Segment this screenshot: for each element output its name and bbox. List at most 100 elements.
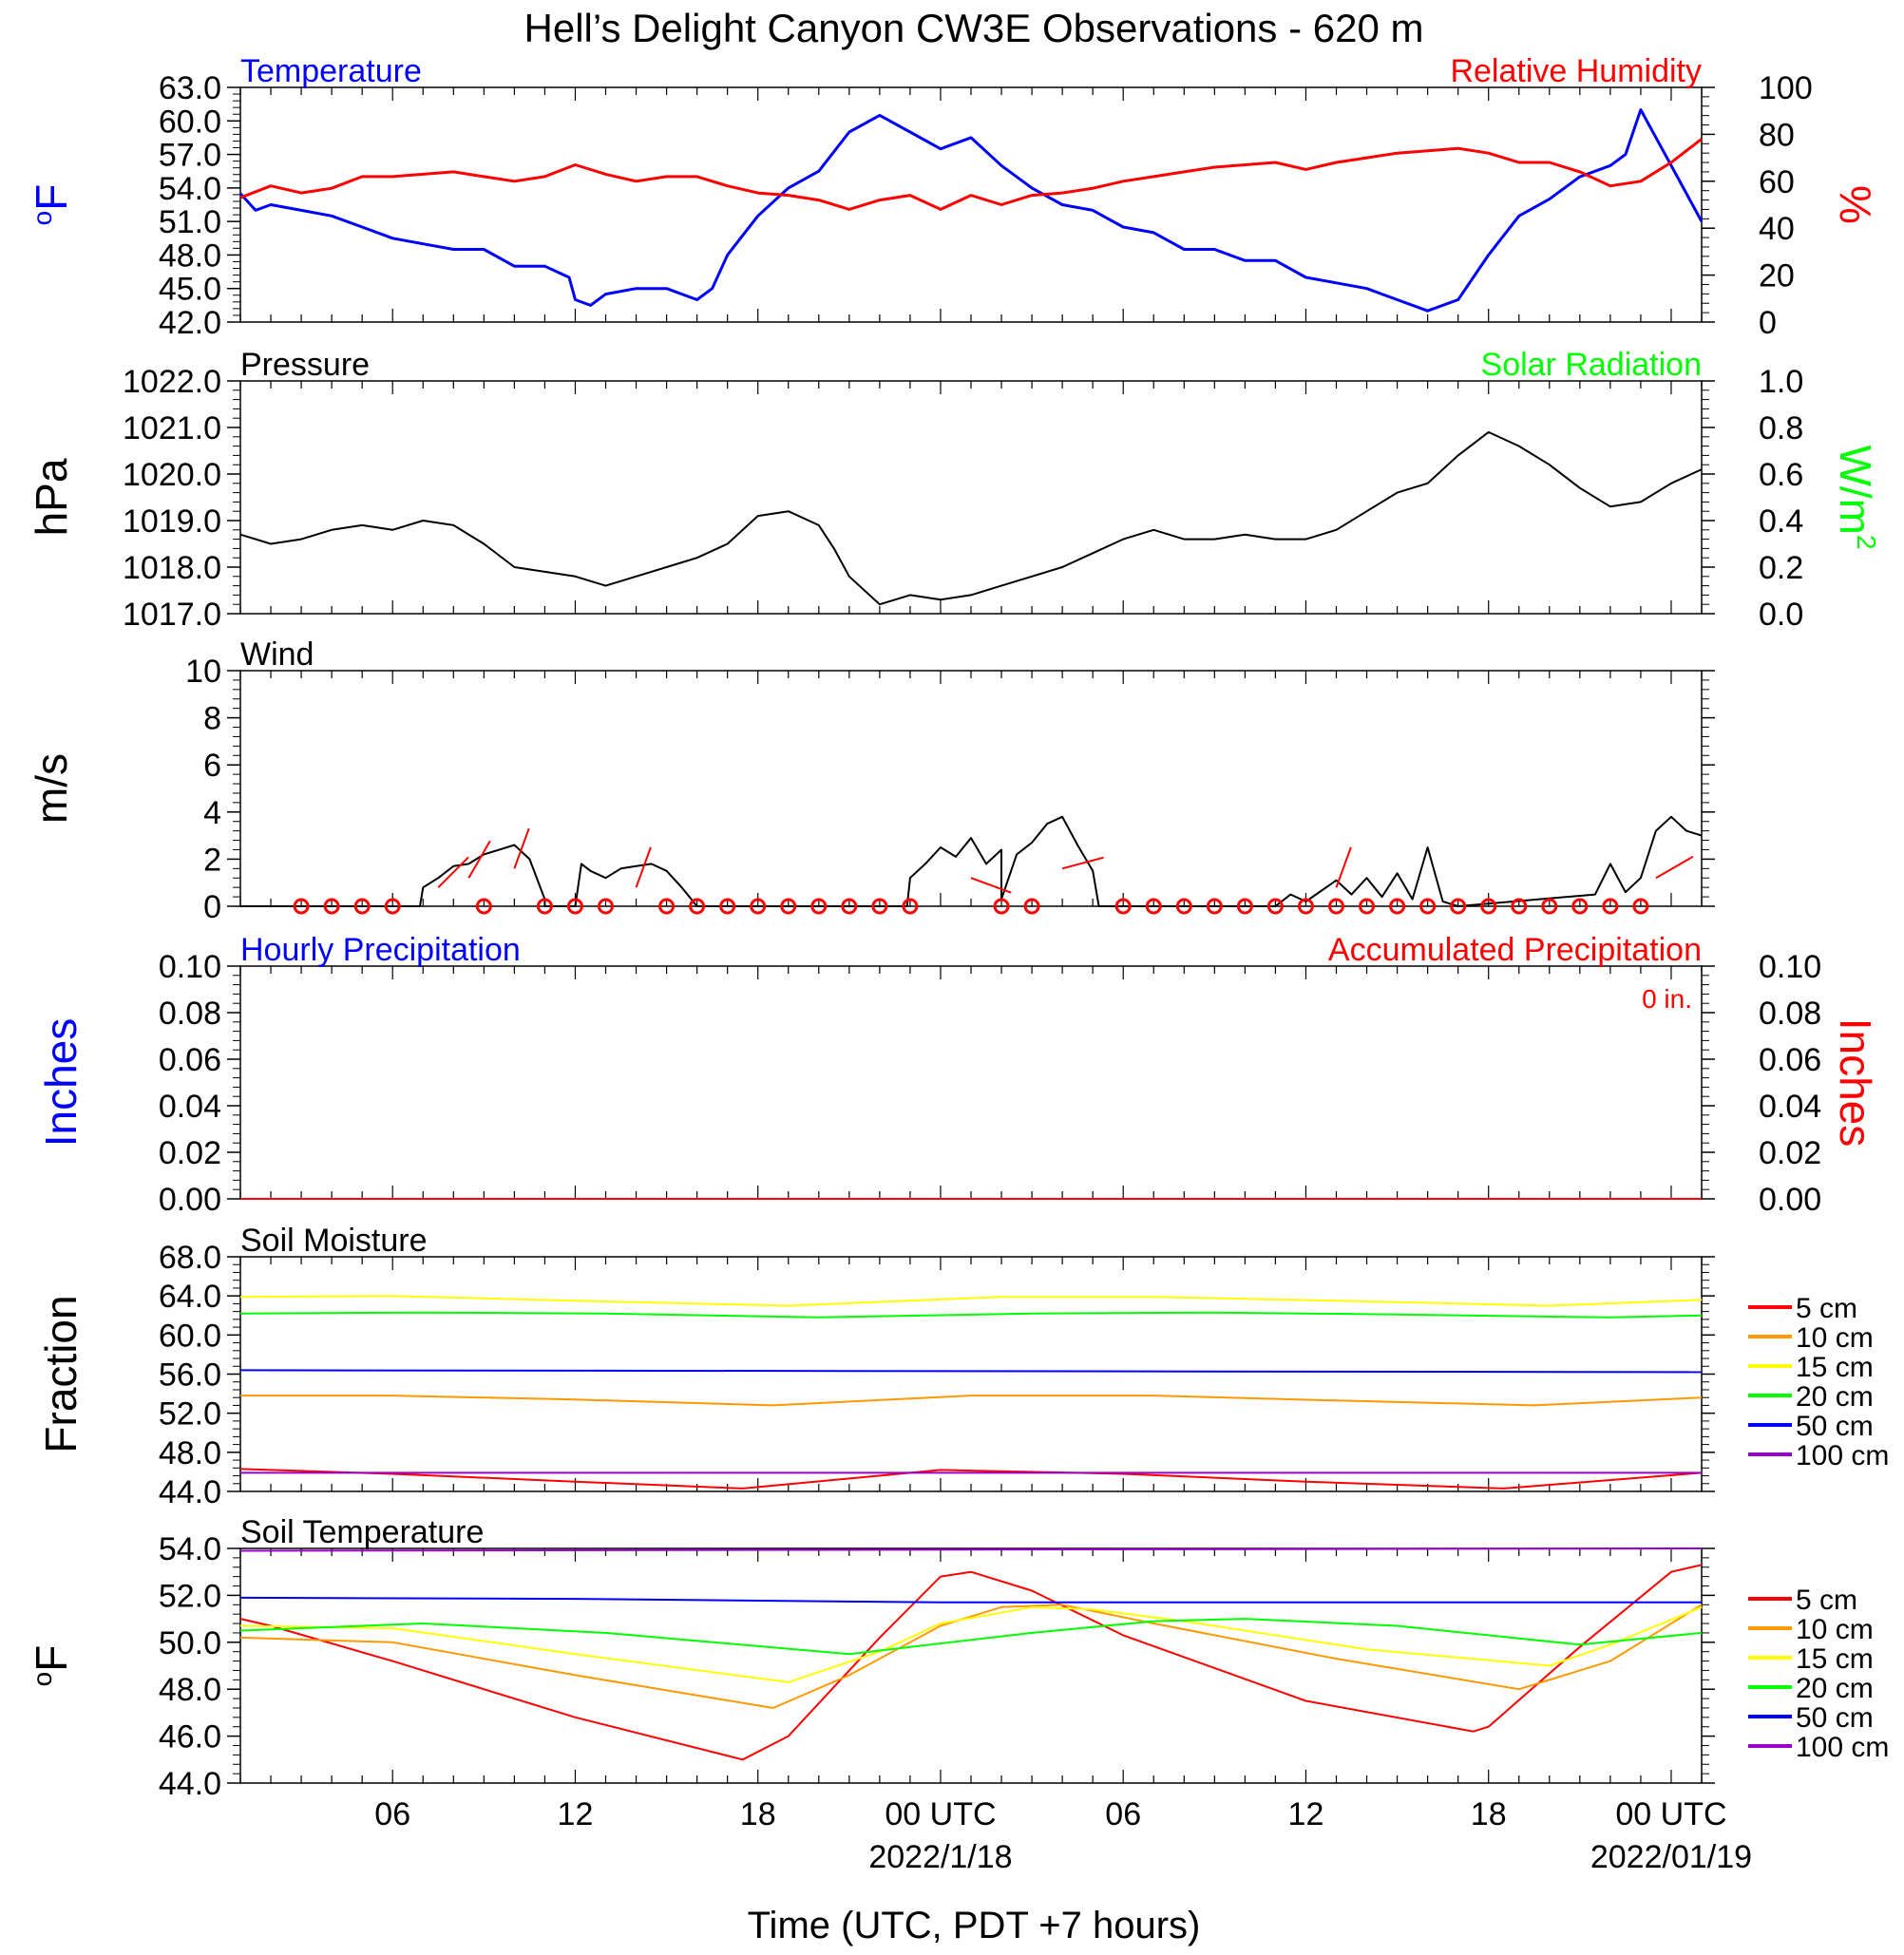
y-tick-label-left: 8 bbox=[203, 701, 221, 737]
calm-wind-marker bbox=[841, 898, 858, 915]
plot-frame bbox=[239, 965, 1703, 1200]
y-tick-label-right: 60 bbox=[1759, 164, 1795, 200]
y-tick-label-left: 50.0 bbox=[159, 1625, 221, 1661]
panel-soil_moisture: 68.064.060.056.052.048.044.0 Soil Moistur… bbox=[36, 1223, 1889, 1510]
y-tick-label-left: 0 bbox=[203, 889, 221, 925]
y-tick-label-right: 0.0 bbox=[1759, 597, 1803, 633]
y-tick-label-left: 54.0 bbox=[159, 1531, 221, 1567]
y-tick-label-right: 0.8 bbox=[1759, 410, 1803, 446]
wind-barb bbox=[1335, 846, 1352, 888]
panel-temperature_rh: 63.060.057.054.051.048.045.042.0 100 80 60 4… bbox=[27, 53, 1880, 341]
y-tick-label-left: 1021.0 bbox=[123, 410, 221, 446]
calm-wind-marker bbox=[1145, 898, 1162, 915]
y-tick-label-right: 0.00 bbox=[1759, 1182, 1821, 1218]
wind-barb bbox=[1061, 856, 1104, 870]
y-tick-label-left: 54.0 bbox=[159, 171, 221, 207]
y-tick-label-left: 63.0 bbox=[159, 70, 221, 106]
panel-title-left: Soil Moisture bbox=[240, 1223, 428, 1259]
series-line-5-cm bbox=[239, 1564, 1703, 1761]
y-tick-label-left: 68.0 bbox=[159, 1240, 221, 1276]
plot-frame bbox=[239, 86, 1703, 323]
wind-barb bbox=[437, 856, 469, 888]
y-axis-title-right: W/m2 bbox=[1831, 445, 1881, 549]
calm-wind-marker bbox=[689, 898, 706, 915]
legend-label: 20 cm bbox=[1796, 1673, 1874, 1704]
panel-title-left: Wind bbox=[240, 636, 314, 673]
x-tick-label: 00 UTC bbox=[885, 1796, 996, 1832]
panel-title-right: Solar Radiation bbox=[1481, 347, 1702, 383]
calm-wind-marker bbox=[1206, 898, 1223, 915]
degree-symbol: o bbox=[28, 1672, 57, 1687]
legend-label: 10 cm bbox=[1796, 1614, 1874, 1645]
y-tick-label-right: 0.06 bbox=[1759, 1042, 1821, 1078]
y-axis-title-left: Fraction bbox=[36, 1295, 86, 1452]
y-tick-label-right: 0.6 bbox=[1759, 457, 1803, 493]
panel-title-right: Accumulated Precipitation bbox=[1328, 932, 1702, 968]
y-tick-label-left: 64.0 bbox=[159, 1279, 221, 1315]
calm-wind-marker bbox=[1480, 898, 1497, 915]
x-tick-label: 00 UTC bbox=[1615, 1796, 1726, 1832]
calm-wind-marker bbox=[902, 898, 919, 915]
series-line-10-cm bbox=[240, 1395, 1703, 1407]
y-tick-label-left: 4 bbox=[203, 795, 221, 831]
time-axis: 06 12 18 00 UTC 06 12 18 00 UTC 2022/1/18 2022/01… bbox=[374, 1796, 1752, 1875]
calm-wind-marker bbox=[750, 898, 767, 915]
y-tick-label-right: 100 bbox=[1759, 70, 1813, 106]
series-line-15-cm bbox=[239, 1295, 1703, 1307]
y-tick-label-right: 0.10 bbox=[1759, 949, 1821, 985]
series-line-relative-humidity bbox=[239, 138, 1703, 211]
y-axis-title-left: Inches bbox=[36, 1018, 86, 1148]
panel-wind: 10 8 6 4 2 0 Wind m/s bbox=[27, 636, 1715, 925]
y-tick-label-left: 60.0 bbox=[159, 104, 221, 140]
plot-frame bbox=[239, 670, 1703, 907]
accumulated-total-label: 0 in. bbox=[1642, 984, 1692, 1014]
calm-wind-marker bbox=[1359, 898, 1376, 915]
y-tick-label-left: 60.0 bbox=[159, 1318, 221, 1354]
panel-pressure_solar: 1022.0 1021.0 1020.0 1019.0 1018.0 1017.0 1.0 0… bbox=[27, 347, 1881, 633]
y-tick-label-left: 6 bbox=[203, 748, 221, 784]
series-line-20-cm bbox=[239, 1618, 1703, 1656]
calm-wind-marker bbox=[1419, 898, 1437, 915]
series-line-temperature bbox=[238, 108, 1704, 313]
y-tick-label-right: 0 bbox=[1759, 305, 1777, 341]
degree-symbol: o bbox=[28, 211, 57, 226]
series-line-5-cm bbox=[239, 1468, 1703, 1490]
y-tick-label-left: 44.0 bbox=[159, 1766, 221, 1802]
y-tick-label-right: 1.0 bbox=[1759, 364, 1803, 400]
x-date-label: 2022/1/18 bbox=[868, 1839, 1012, 1875]
panel-soil_temperature: 54.0 52.0 50.0 48.0 46.0 44.0 Soil Temperature… bbox=[27, 1514, 1889, 1802]
calm-wind-marker bbox=[536, 898, 553, 915]
plot-frame bbox=[239, 1547, 1703, 1784]
calm-wind-marker bbox=[598, 898, 614, 915]
panel-title-right: Relative Humidity bbox=[1450, 53, 1702, 89]
calm-wind-marker bbox=[993, 898, 1010, 915]
y-tick-label-left: 48.0 bbox=[159, 1672, 221, 1708]
y-tick-label-left: 52.0 bbox=[159, 1578, 221, 1614]
calm-wind-marker bbox=[384, 898, 401, 915]
legend-label: 15 cm bbox=[1796, 1352, 1874, 1383]
plot-frame bbox=[239, 1256, 1703, 1492]
calm-wind-marker bbox=[566, 898, 583, 915]
unit-letter: F bbox=[27, 184, 76, 211]
wind-barb bbox=[513, 827, 530, 869]
y-tick-label-left: 48.0 bbox=[159, 237, 221, 274]
calm-wind-marker bbox=[1511, 898, 1528, 915]
series-line-pressure bbox=[239, 430, 1703, 606]
y-axis-title-right: % bbox=[1831, 185, 1880, 224]
y-tick-label-left: 0.06 bbox=[159, 1042, 221, 1078]
series-line-100-cm bbox=[239, 1547, 1703, 1552]
y-tick-label-right: 0.2 bbox=[1759, 550, 1803, 586]
y-tick-label-left: 1020.0 bbox=[123, 457, 221, 493]
calm-wind-marker bbox=[1297, 898, 1314, 915]
legend-label: 100 cm bbox=[1796, 1732, 1889, 1763]
y-axis-title-left: oF bbox=[27, 184, 76, 226]
calm-wind-marker bbox=[1114, 898, 1132, 915]
legend-label: 15 cm bbox=[1796, 1643, 1874, 1675]
y-axis-title-left: m/s bbox=[27, 753, 76, 824]
wind-barb bbox=[970, 877, 1012, 894]
y-tick-label-left: 0.04 bbox=[159, 1089, 221, 1125]
series-line-50-cm bbox=[239, 1596, 1702, 1604]
series-line-10-cm bbox=[239, 1604, 1703, 1709]
panel-precipitation: 0.10 0.08 0.06 0.04 0.02 0.00 0.10 0.08 0.06 0.04… bbox=[36, 932, 1880, 1218]
